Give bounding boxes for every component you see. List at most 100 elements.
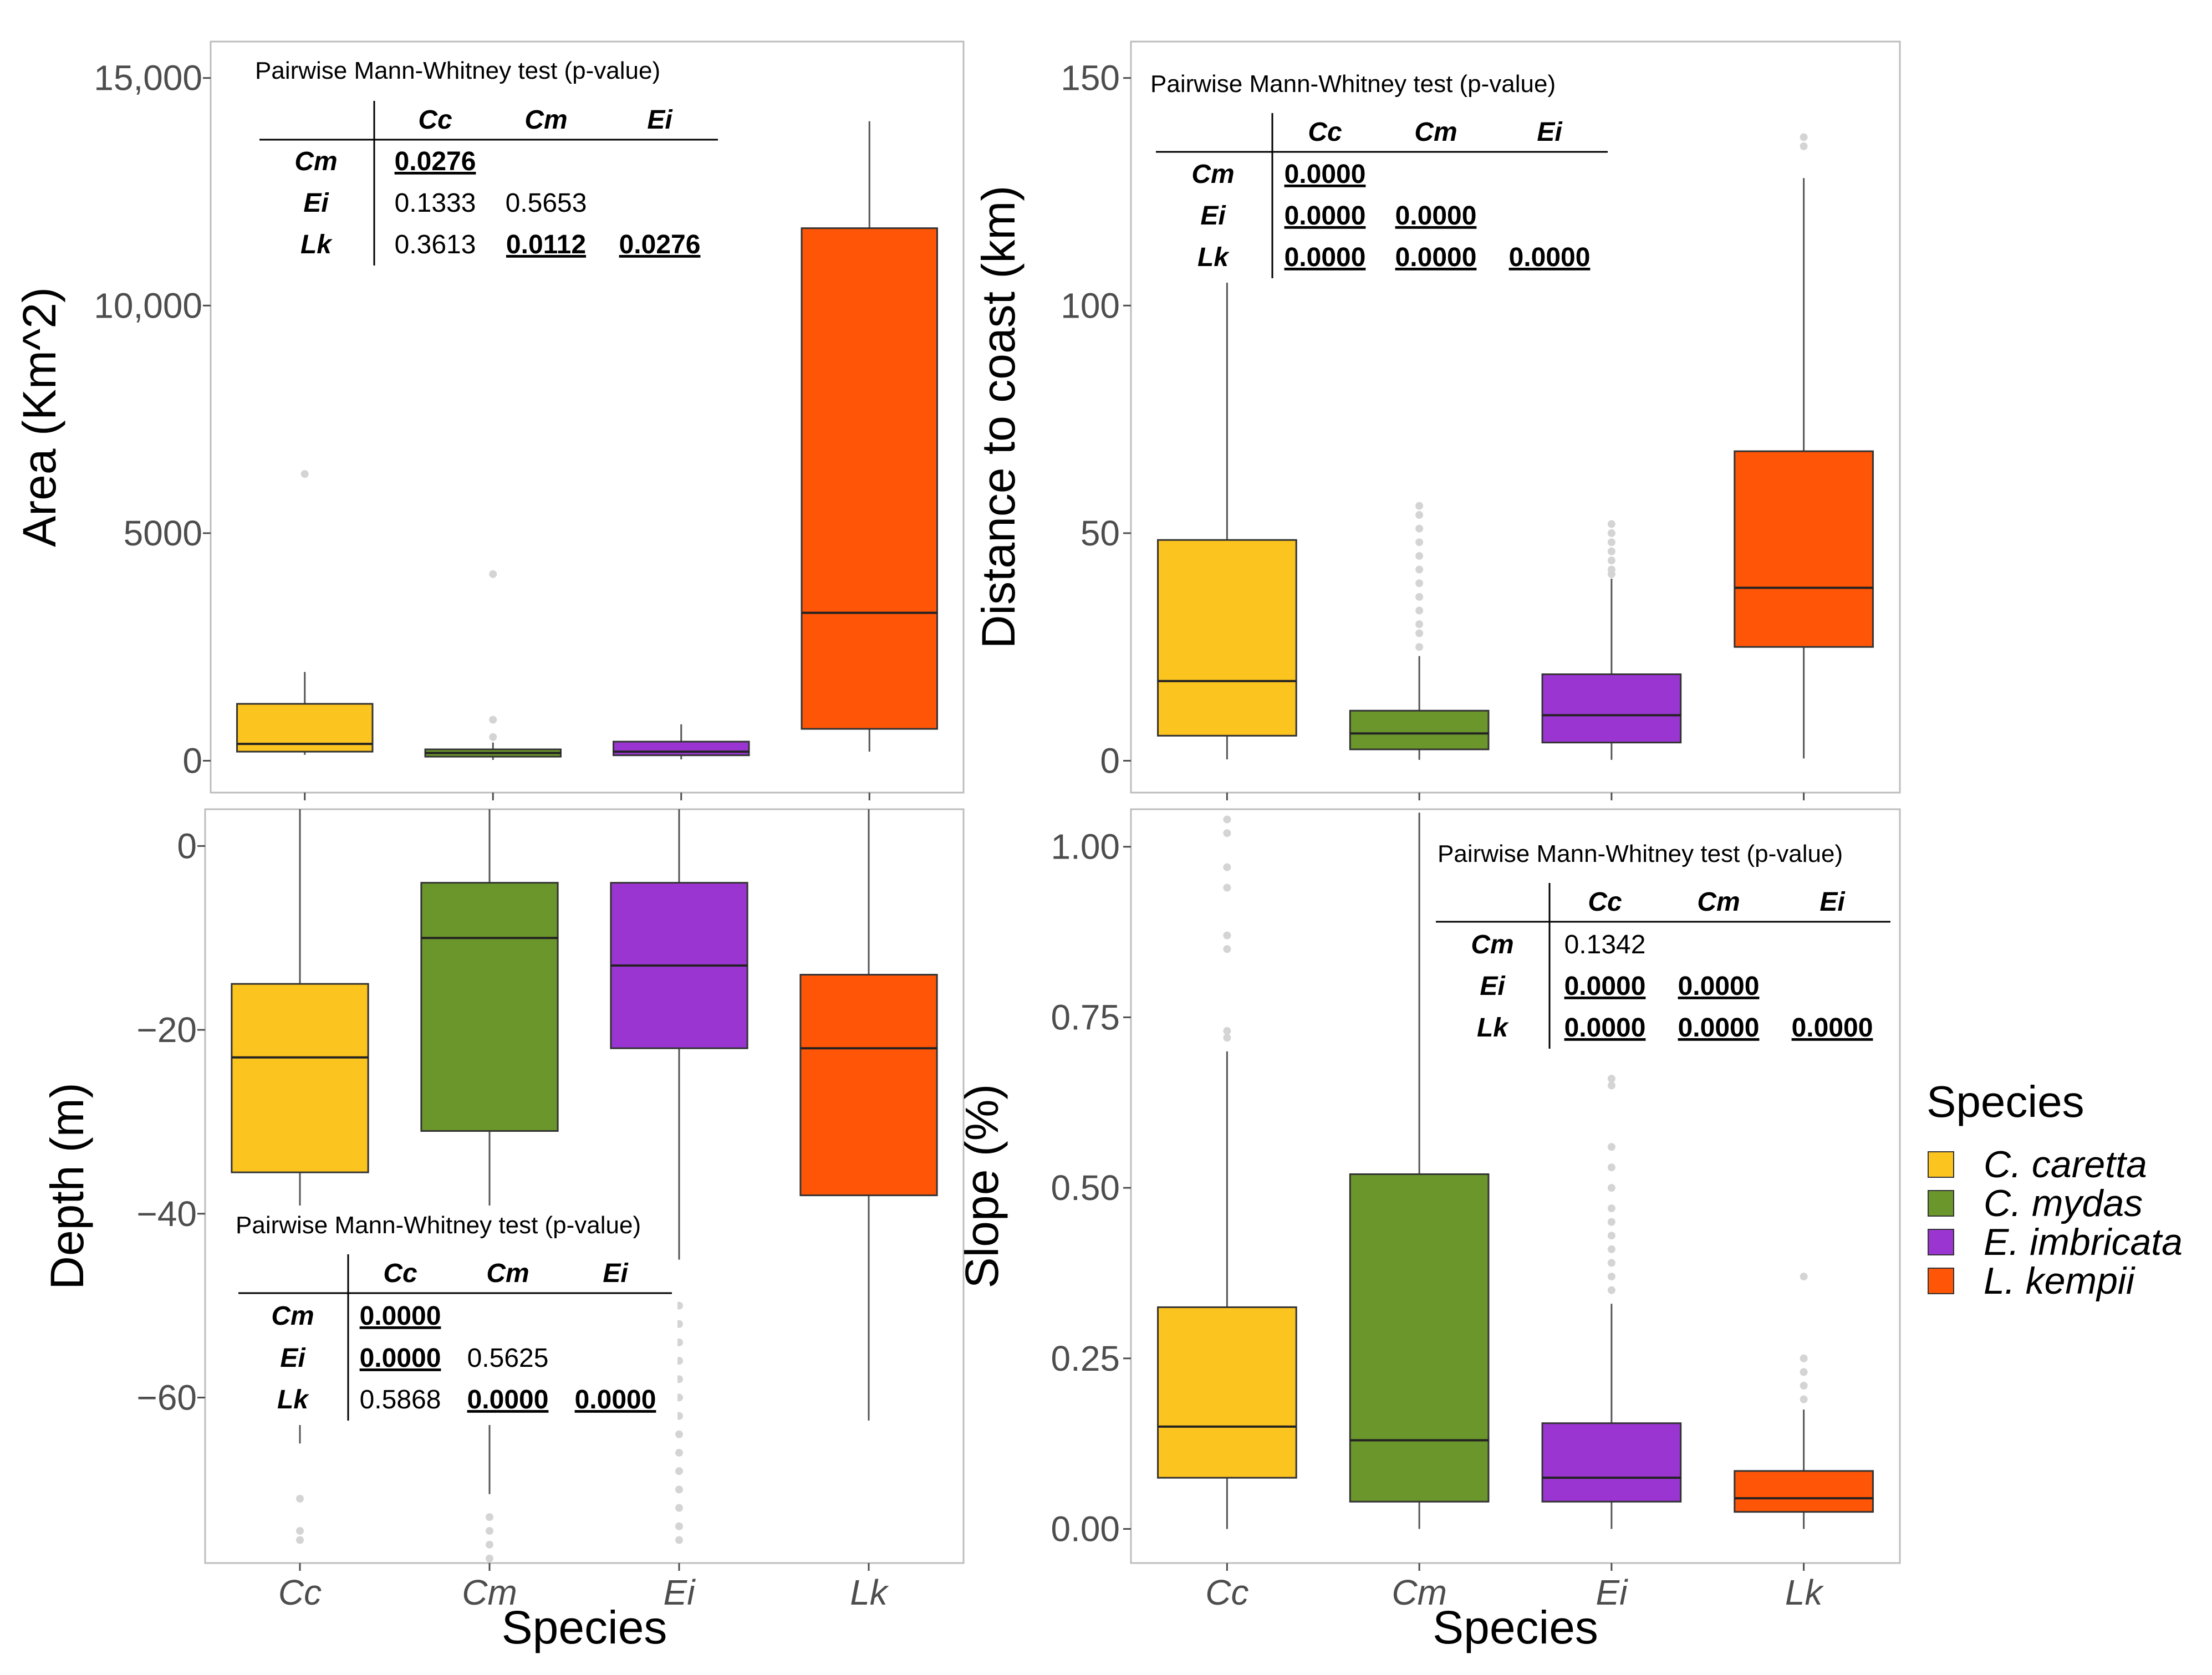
panel-slope: 0.00 0.25 0.50 0.75 1.00 Cc Cm Ei Lk Slope (%) Spe… (956, 808, 1901, 1653)
depth-table-cell: 0.0000 (467, 1385, 549, 1414)
distance-outlier-cm (1415, 538, 1424, 547)
slope-iqr-box-ei (1541, 1422, 1682, 1503)
distance-table-cell: 0.0000 (1509, 243, 1591, 272)
depth-table-cell: 0.0000 (575, 1385, 656, 1414)
depth-y-axis-title: Depth (m) (41, 1082, 93, 1289)
legend-key-cm (1928, 1190, 1954, 1217)
panel-distance: 0 50 100 150 Distance to coast (km) Pairwise … (972, 40, 1901, 800)
depth-category-label-lk: Lk (850, 1572, 889, 1612)
legend-label-lk: L. kempii (1984, 1260, 2135, 1302)
slope-category-label-ei: Ei (1596, 1572, 1628, 1612)
distance-outlier-lk (1800, 133, 1808, 141)
slope-table-background (1430, 834, 1896, 1053)
slope-box-ei (1541, 1075, 1682, 1529)
distance-iqr-box-lk (1734, 450, 1874, 648)
distance-table-row-header-lk: Lk (1197, 243, 1230, 272)
distance-outlier-cm (1415, 643, 1424, 651)
slope-outlier-ei (1607, 1081, 1615, 1090)
depth-table-col-header-ei: Ei (603, 1259, 629, 1288)
distance-table-row-header-cm: Cm (1191, 160, 1234, 189)
slope-outlier-ei (1607, 1218, 1615, 1226)
distance-outlier-cm (1415, 502, 1424, 510)
area-box-cc (236, 470, 374, 755)
distance-outlier-lk (1800, 142, 1808, 150)
distance-outlier-cm (1415, 579, 1424, 588)
slope-iqr-box-lk (1734, 1470, 1874, 1513)
slope-outlier-cc (1223, 1034, 1231, 1042)
area-outlier-cc (300, 470, 309, 478)
slope-table-col-header-ei: Ei (1819, 887, 1846, 917)
area-table-col-header-cc: Cc (418, 105, 452, 135)
slope-outlier-cc (1223, 884, 1231, 892)
legend-title: Species (1926, 1077, 2084, 1126)
area-y-axis-title: Area (Km^2) (13, 287, 65, 547)
area-outlier-cm (489, 716, 497, 724)
depth-outlier-ei (675, 1504, 683, 1512)
depth-table-cell: 0.5868 (360, 1385, 441, 1414)
slope-category-label-lk: Lk (1785, 1572, 1824, 1612)
depth-outlier-cm (486, 1526, 493, 1535)
slope-outlier-cc (1223, 815, 1231, 824)
depth-table-background (233, 1206, 677, 1425)
area-table-title: Pairwise Mann-Whitney test (p-value) (255, 57, 660, 84)
slope-outlier-cc (1223, 863, 1231, 871)
depth-ytick-label: −20 (136, 1010, 197, 1050)
slope-ytick-label: 0.75 (1051, 997, 1120, 1037)
slope-table-row-header-lk: Lk (1477, 1013, 1509, 1043)
distance-outlier-cm (1415, 629, 1424, 637)
distance-outlier-cm (1415, 565, 1424, 574)
depth-table-row-header-ei: Ei (280, 1344, 306, 1373)
distance-pvalue-table: Pairwise Mann-Whitney test (p-value) Cc Cm… (1150, 64, 1613, 283)
depth-iqr-box-cc (231, 983, 369, 1173)
distance-table-row-header-ei: Ei (1200, 201, 1226, 231)
slope-table-cell: 0.0000 (1678, 972, 1760, 1001)
depth-outlier-ei (675, 1485, 683, 1494)
depth-box-lk (799, 809, 938, 1421)
depth-category-label-cc: Cc (278, 1572, 322, 1612)
depth-iqr-box-cm (420, 882, 559, 1132)
legend-item-ei: E. imbricata (1928, 1221, 2183, 1263)
depth-ytick-label: −60 (136, 1377, 197, 1417)
depth-outlier-cc (296, 1494, 304, 1503)
distance-table-cell: 0.0000 (1395, 201, 1477, 231)
depth-outlier-ei (675, 1467, 683, 1475)
area-table-cell: 0.3613 (395, 230, 476, 259)
distance-outlier-cm (1415, 524, 1424, 533)
depth-outlier-cm (486, 1554, 493, 1562)
depth-outlier-cc (296, 1536, 304, 1544)
depth-box-ei (610, 809, 748, 1544)
depth-table-col-header-cm: Cm (486, 1259, 529, 1288)
distance-outlier-cm (1415, 606, 1424, 615)
legend-key-cc (1928, 1151, 1954, 1178)
slope-outlier-ei (1607, 1286, 1615, 1294)
distance-ytick-label: 0 (1100, 741, 1120, 781)
slope-outlier-lk (1800, 1368, 1808, 1376)
depth-ytick-label: 0 (177, 826, 197, 866)
slope-box-cc (1157, 815, 1297, 1529)
distance-box-cc (1157, 278, 1297, 760)
depth-outlier-ei (675, 1536, 683, 1544)
slope-outlier-ei (1607, 1075, 1615, 1083)
distance-table-cell: 0.0000 (1395, 243, 1477, 272)
distance-outlier-cm (1415, 593, 1424, 601)
area-table-cell: 0.0276 (619, 230, 701, 259)
depth-table-row-header-lk: Lk (277, 1385, 309, 1414)
distance-table-title: Pairwise Mann-Whitney test (p-value) (1150, 70, 1556, 98)
distance-ytick-label: 100 (1061, 285, 1120, 325)
area-table-cell: 0.1333 (395, 188, 476, 218)
distance-box-lk (1734, 133, 1874, 759)
legend-label-cc: C. caretta (1984, 1143, 2147, 1186)
area-table-col-header-ei: Ei (647, 105, 673, 135)
slope-outlier-ei (1607, 1184, 1615, 1192)
slope-outlier-ei (1607, 1204, 1615, 1212)
area-ytick-label: 15,000 (94, 58, 202, 98)
slope-ytick-label: 0.00 (1051, 1509, 1120, 1549)
slope-outlier-cc (1223, 945, 1231, 953)
area-ytick-label: 0 (182, 741, 202, 781)
depth-outlier-ei (675, 1430, 683, 1438)
slope-table-row-header-cm: Cm (1471, 930, 1513, 959)
distance-table-cell: 0.0000 (1285, 201, 1366, 231)
distance-ytick-label: 150 (1061, 58, 1120, 98)
area-table-row-header-lk: Lk (300, 230, 333, 259)
slope-table-cell: 0.0000 (1564, 972, 1646, 1001)
